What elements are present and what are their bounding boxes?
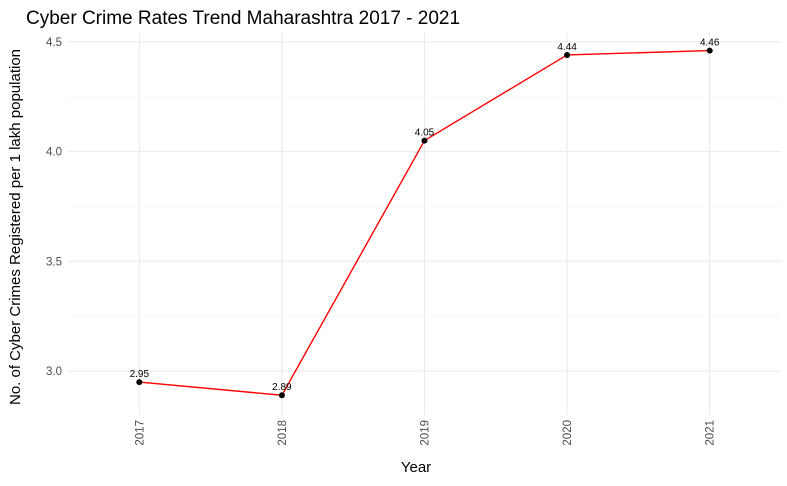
- grid: [68, 33, 781, 415]
- x-tick-label: 2021: [705, 420, 717, 446]
- data-label: 4.05: [415, 128, 435, 139]
- data-point: [706, 47, 713, 54]
- x-tick-label: 2018: [277, 420, 289, 446]
- y-tick-label: 4.5: [46, 37, 62, 49]
- y-tick-label: 3.0: [46, 366, 62, 378]
- y-tick-label: 3.5: [46, 256, 62, 268]
- data-point: [136, 379, 143, 386]
- chart-title: Cyber Crime Rates Trend Maharashtra 2017…: [26, 8, 460, 29]
- x-axis-title: Year: [401, 459, 431, 476]
- data-label: 4.46: [700, 38, 720, 49]
- data-label: 2.95: [130, 369, 150, 380]
- y-tick-label: 4.0: [46, 147, 62, 159]
- x-tick-label: 2020: [562, 420, 574, 446]
- data-point: [421, 137, 428, 144]
- data-point: [278, 392, 285, 399]
- x-tick-label: 2019: [420, 420, 432, 446]
- data-label: 2.89: [272, 382, 292, 393]
- series-group: 2.95 2.89 4.05 4.44 4.46: [130, 38, 720, 399]
- x-axis-ticks: 2017 2018 2019 2020 2021: [134, 420, 716, 446]
- data-point: [564, 51, 571, 58]
- x-tick-label: 2017: [134, 420, 146, 446]
- y-axis-title: No. of Cyber Crimes Registered per 1 lak…: [7, 49, 24, 405]
- y-axis-ticks: 3.0 3.5 4.0 4.5: [46, 37, 62, 378]
- data-label: 4.44: [557, 42, 577, 53]
